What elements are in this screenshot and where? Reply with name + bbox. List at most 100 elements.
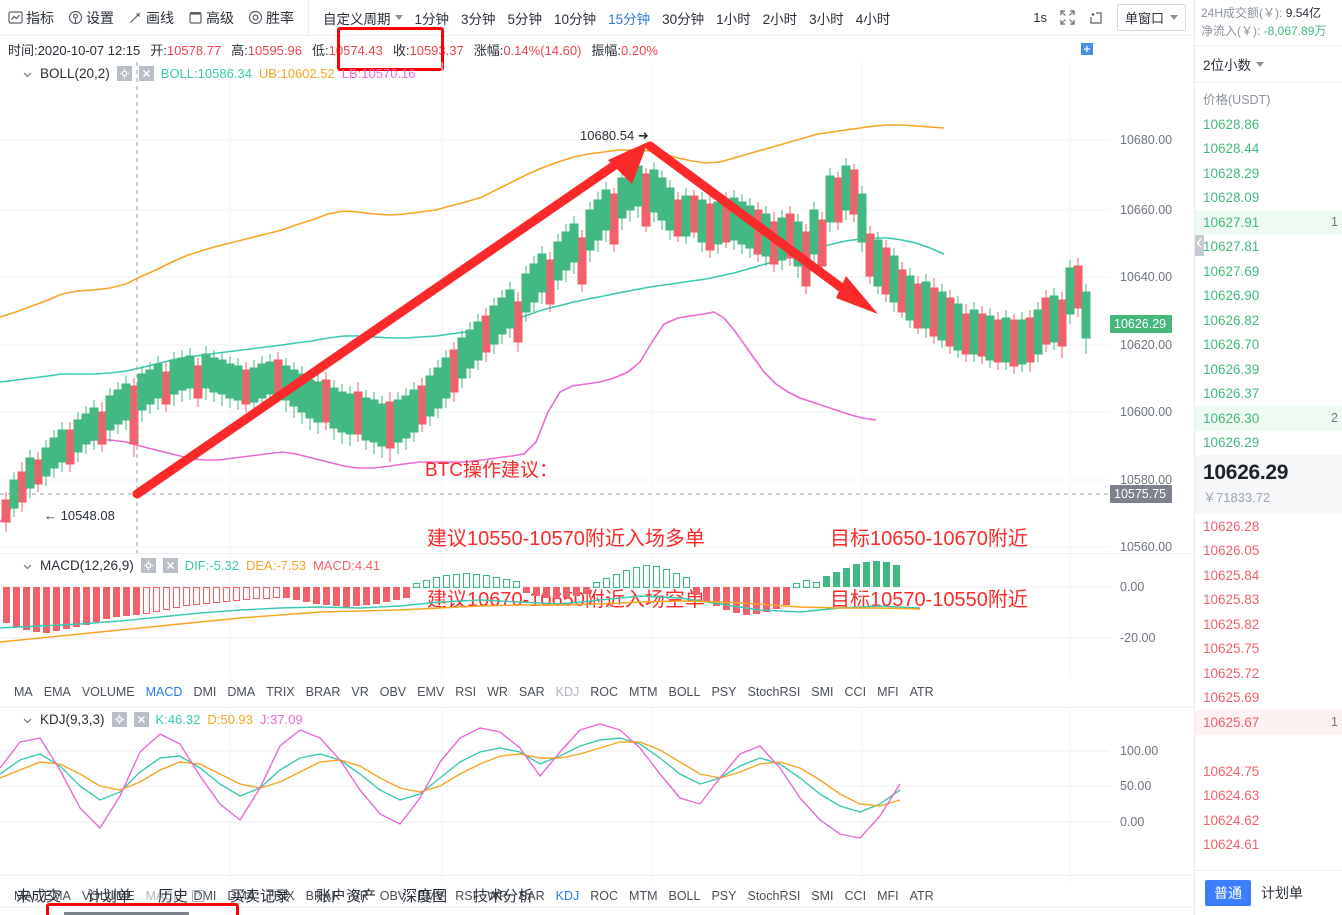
- indicator-tab2-smi[interactable]: SMI: [811, 888, 834, 903]
- custom-period-button[interactable]: 自定义周期: [323, 8, 403, 28]
- indicator-tab2-boll[interactable]: BOLL: [668, 888, 701, 903]
- order-book-row[interactable]: 10626.37: [1203, 386, 1260, 402]
- order-book-row[interactable]: 10625.72: [1203, 665, 1260, 681]
- indicator-tab-cci[interactable]: CCI: [844, 685, 867, 699]
- indicator-tab-dma[interactable]: DMA: [227, 685, 256, 699]
- indicator-tab-kdj[interactable]: KDJ: [555, 685, 580, 699]
- indicator-tab2-mtm[interactable]: MTM: [629, 888, 658, 903]
- indicator-tab2-stochrsi[interactable]: StochRSI: [747, 888, 801, 903]
- expand-icon[interactable]: [1078, 40, 1096, 58]
- price-y-axis[interactable]: 10680.00 10660.00 10640.00 10626.29 1062…: [1110, 62, 1195, 554]
- indicator-tab-vr[interactable]: VR: [351, 685, 369, 699]
- order-book-row[interactable]: 10625.83: [1203, 592, 1260, 608]
- close-icon[interactable]: [138, 65, 154, 81]
- order-book-row[interactable]: 10625.67 1: [1195, 710, 1342, 735]
- indicator-tab2-cci[interactable]: CCI: [844, 888, 867, 903]
- help-icon[interactable]: ?: [192, 889, 205, 902]
- indicator-tab-stochrsi[interactable]: StochRSI: [747, 685, 801, 699]
- indicator-tab-rsi[interactable]: RSI: [455, 685, 477, 699]
- order-book-row[interactable]: 10626.05: [1203, 543, 1260, 559]
- chevron-down-icon[interactable]: [22, 560, 33, 571]
- close-icon[interactable]: [162, 557, 178, 573]
- indicator-tab-volume[interactable]: VOLUME: [81, 685, 135, 699]
- order-book-row[interactable]: [1195, 735, 1342, 760]
- indicator-tab2-dmi[interactable]: DMI: [193, 888, 217, 903]
- indicator-tab2-roc[interactable]: ROC: [590, 888, 619, 903]
- fullscreen-icon[interactable]: [1059, 9, 1076, 26]
- indicator-tab2-emv[interactable]: EMV: [417, 888, 445, 903]
- period-5m[interactable]: 5分钟: [507, 11, 543, 27]
- indicator-tab2-brar[interactable]: BRAR: [305, 888, 341, 903]
- indicator-tab2-dma[interactable]: DMA: [227, 888, 256, 903]
- order-book-row[interactable]: 10626.30 2: [1195, 406, 1342, 431]
- indicator-tab2-ma[interactable]: MA: [14, 888, 33, 903]
- indicator-tab-wr[interactable]: WR: [487, 685, 508, 699]
- tab-plan-orders[interactable]: 计划单: [87, 888, 133, 905]
- period-1m[interactable]: 1分钟: [414, 11, 450, 27]
- order-type-normal-button[interactable]: 普通: [1205, 880, 1251, 906]
- chevron-down-icon[interactable]: [22, 68, 33, 79]
- indicator-tab2-trix[interactable]: TRIX: [266, 888, 295, 903]
- period-1h[interactable]: 1小时: [716, 11, 751, 27]
- indicator-tab-ema[interactable]: EMA: [43, 685, 71, 699]
- panel-collapse-icon[interactable]: [1195, 230, 1204, 256]
- gear-icon[interactable]: [140, 557, 156, 573]
- indicator-tab-trix[interactable]: TRIX: [266, 685, 295, 699]
- order-book-row[interactable]: 10627.69: [1203, 263, 1260, 279]
- kdj-pane[interactable]: KDJ(9,3,3) K:46.32 D:50.93 J:37.09: [0, 707, 1195, 883]
- order-book-row[interactable]: 10628.44: [1203, 141, 1260, 157]
- indicator-tab2-sar[interactable]: SAR: [518, 888, 545, 903]
- period-10m[interactable]: 10分钟: [554, 11, 597, 27]
- period-3m[interactable]: 3分钟: [461, 11, 496, 27]
- indicator-tab2-obv[interactable]: OBV: [379, 888, 407, 903]
- gear-icon[interactable]: [111, 711, 127, 727]
- indicator-tab2-psy[interactable]: PSY: [711, 888, 737, 903]
- toolbar-advanced-button[interactable]: 高级: [188, 8, 234, 28]
- order-book-row[interactable]: 10625.69: [1203, 690, 1260, 706]
- indicator-tab-boll[interactable]: BOLL: [668, 685, 701, 699]
- toolbar-drawline-button[interactable]: 画线: [128, 8, 174, 28]
- order-book-row[interactable]: 10626.39: [1203, 361, 1260, 377]
- order-book-row[interactable]: 10627.91 1: [1195, 210, 1342, 235]
- period-3h[interactable]: 3小时: [809, 11, 844, 27]
- order-book-row[interactable]: 10625.82: [1203, 616, 1260, 632]
- order-type-plan-button[interactable]: 计划单: [1261, 885, 1303, 901]
- tab-technical-analysis[interactable]: 技术分析: [473, 888, 534, 905]
- gear-icon[interactable]: [116, 65, 132, 81]
- order-book-row[interactable]: 10628.86: [1203, 116, 1260, 132]
- toolbar-settings-button[interactable]: 设置: [68, 8, 114, 28]
- window-mode-select[interactable]: 单窗口: [1116, 4, 1186, 31]
- indicator-tab-mfi[interactable]: MFI: [877, 685, 899, 699]
- order-book-row[interactable]: 10626.28: [1203, 518, 1260, 534]
- indicator-tab-emv[interactable]: EMV: [417, 685, 445, 699]
- period-15m[interactable]: 15分钟: [608, 11, 651, 27]
- order-book-row[interactable]: 10628.09: [1203, 190, 1260, 206]
- period-2h[interactable]: 2小时: [762, 11, 798, 27]
- toolbar-indicator-button[interactable]: 指标: [8, 8, 54, 28]
- screenshot-icon[interactable]: [1088, 9, 1105, 26]
- indicator-tab2-vr[interactable]: VR: [351, 888, 369, 903]
- order-book-row[interactable]: 10626.29: [1203, 435, 1260, 451]
- indicator-tab-sar[interactable]: SAR: [518, 685, 545, 699]
- chevron-down-icon[interactable]: [22, 714, 33, 725]
- indicator-tab-roc[interactable]: ROC: [590, 685, 619, 699]
- order-book-row[interactable]: 10624.63: [1203, 788, 1260, 804]
- indicator-tab-smi[interactable]: SMI: [811, 685, 834, 699]
- indicator-tab-macd[interactable]: MACD: [145, 685, 183, 699]
- tab-account-assets[interactable]: 账户资产: [316, 888, 377, 905]
- indicator-tab2-wr[interactable]: WR: [487, 888, 508, 903]
- indicator-tab-mtm[interactable]: MTM: [629, 685, 658, 699]
- tab-trade-records[interactable]: 买卖记录: [230, 888, 291, 905]
- toolbar-winrate-button[interactable]: 胜率: [248, 8, 294, 28]
- indicator-tab-obv[interactable]: OBV: [379, 685, 407, 699]
- order-book-row[interactable]: 10628.29: [1203, 165, 1260, 181]
- order-book-row[interactable]: 10624.75: [1203, 763, 1260, 779]
- indicator-tab2-ema[interactable]: EMA: [43, 888, 71, 903]
- indicator-tab-psy[interactable]: PSY: [711, 685, 737, 699]
- tab-depth-chart[interactable]: 深度图: [402, 888, 448, 905]
- order-book-row[interactable]: 10626.90: [1203, 288, 1260, 304]
- indicator-tab2-volume[interactable]: VOLUME: [81, 888, 135, 903]
- indicator-tab-ma[interactable]: MA: [14, 685, 33, 699]
- order-book-row[interactable]: 10626.82: [1203, 312, 1260, 328]
- period-4h[interactable]: 4小时: [855, 11, 891, 27]
